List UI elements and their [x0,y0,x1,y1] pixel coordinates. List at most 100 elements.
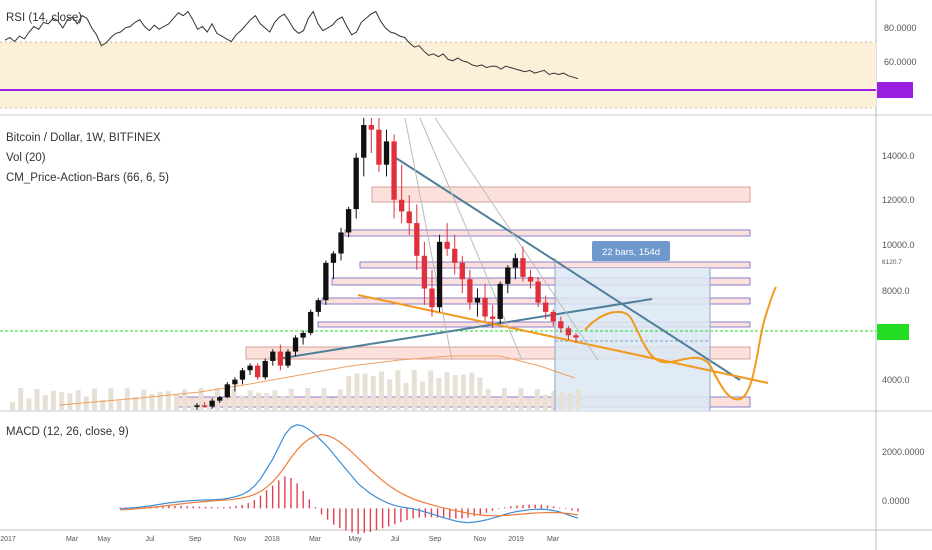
time-axis-label: Nov [474,536,487,543]
volume-bar [83,396,89,410]
volume-bar [526,398,532,410]
volume-bar [354,373,360,410]
time-axis-label: Mar [547,536,560,543]
volume-bar [280,395,286,410]
fan-line-1 [404,117,453,361]
macd-pane[interactable]: MACD (12, 26, close, 9) 2000.0000 0.0000 [6,424,925,534]
candle-body [232,379,238,385]
volume-bar [485,388,491,410]
volume-bar [313,401,319,410]
volume-bar [428,370,434,410]
volume-bar [305,388,311,410]
volume-bar [256,392,261,410]
time-axis-label: Nov [234,536,247,543]
volume-bar [575,389,581,410]
candle-body [194,405,200,407]
time-axis-label: Sep [189,536,202,543]
zone-12000 [371,186,751,203]
volume-bar [288,388,294,410]
volume-bar [190,397,196,410]
volume-bar [567,393,573,410]
ascending-trendline [282,298,653,359]
rsi-tick-80: 80.0000 [884,23,917,33]
range-badge-text: 22 bars, 154d [602,247,660,258]
volume-bar [149,393,155,410]
volume-bar [444,372,450,410]
price-tick-12000: 12000.0 [882,195,915,205]
volume-bar [510,401,516,410]
candle-body [527,276,534,282]
candle-body [391,141,397,200]
volume-bar [436,378,442,410]
candle-body [429,288,435,308]
candle-body [300,332,306,338]
candle-body [482,297,488,317]
rsi-value-tag [877,82,913,98]
volume-bar [206,401,212,410]
volume-bar [379,371,384,410]
volume-bar [116,400,122,410]
rsi-series [4,10,579,80]
price-tick-8000: 8000.0 [882,286,910,296]
candle-body [467,279,473,303]
price-tick-10000: 10000.0 [882,240,915,250]
price-small-label: 6120.7 [882,259,902,266]
candle-body [224,384,230,398]
time-axis-label: Mar [66,536,79,543]
candle-body [512,258,519,268]
macd-tick-2000: 2000.0000 [882,447,925,457]
candle-body [330,253,337,263]
range-measure-box[interactable] [555,268,710,411]
candle-body [550,311,556,322]
volume-bar [362,373,368,410]
candle-body [573,335,579,338]
candle-body [436,241,443,308]
projection-curve [584,286,777,401]
candle-body [489,316,496,319]
volume-bar [272,390,278,410]
zone-10500 [344,229,751,237]
rsi-pane[interactable]: RSI (14, close) 80.0000 60.0000 [0,10,917,109]
candle-body [565,328,572,336]
volume-bar [182,389,188,410]
volume-bar [551,391,557,410]
volume-bar [403,382,409,410]
moving-average-line [59,355,576,406]
descending-trendline [395,157,741,381]
time-axis-label: Sep [429,536,442,543]
volume-bar [370,376,376,410]
volume-bar [59,392,65,410]
volume-bar [108,388,114,410]
volume-bar [133,396,138,410]
candle-body [292,337,299,352]
signal-line [119,434,579,517]
candle-body [406,211,412,224]
candle-body [323,262,329,301]
candle-body [247,365,253,371]
time-axis: 2017 Mar May Jul Sep Nov 2018 Mar May Jul Sep Nov 20… [0,536,559,543]
volume-bar [493,398,499,410]
volume-bar [411,370,417,410]
volume-bar [174,394,179,410]
main-title: Bitcoin / Dollar, 1W, BITFINEX [6,132,161,144]
zone-8500 [331,277,751,286]
candle-body [270,351,276,361]
price-pane[interactable]: 22 bars, 154d Bitcoin / Dollar, 1W, BITF… [0,117,915,411]
volume-bar [92,388,97,410]
candle-body [414,223,420,256]
volume-bar [100,399,106,410]
time-axis-label: Jul [391,536,400,543]
time-axis-label: 2019 [508,536,524,543]
candle-body [376,129,382,165]
candle-body [543,302,549,312]
candle-body [452,248,458,263]
candle-body [254,365,261,378]
price-value-tag [877,324,909,340]
candle-body [201,405,208,407]
volume-bar [198,388,204,410]
candle-body [505,267,511,284]
zone-6800 [317,321,751,328]
candle-body [459,262,465,280]
volume-bar [10,402,15,410]
